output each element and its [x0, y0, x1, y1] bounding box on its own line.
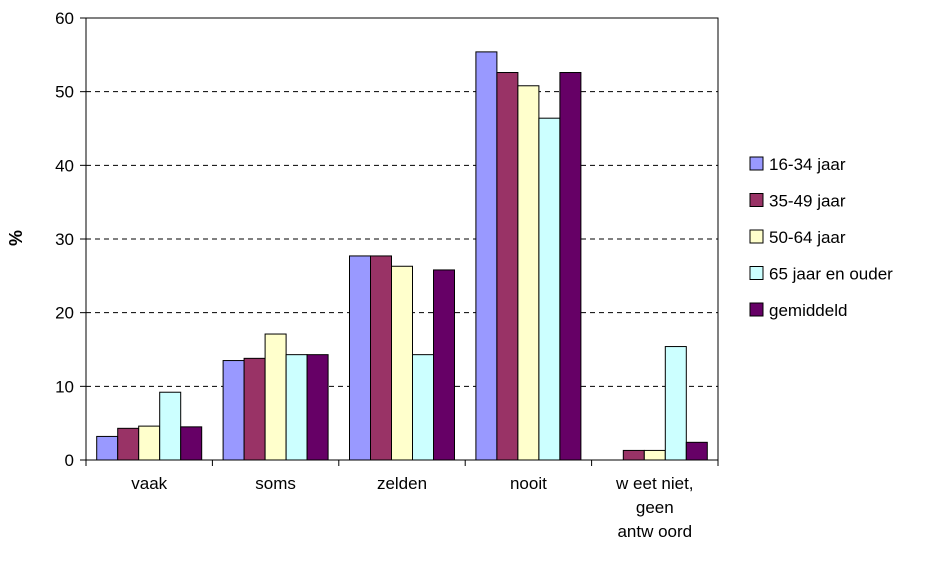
legend-swatch [749, 229, 764, 244]
x-tick-label: zelden [377, 474, 427, 493]
bar [496, 72, 519, 461]
bar [96, 435, 119, 461]
bar [433, 269, 455, 461]
y-tick-label: 10 [55, 377, 74, 396]
y-tick-label: 30 [55, 230, 74, 249]
bar [159, 391, 182, 461]
y-tick-label: 20 [55, 304, 74, 323]
y-tick-label: 40 [55, 156, 74, 175]
legend-swatch [749, 193, 764, 207]
x-tick-label: antw oord [617, 522, 692, 541]
legend-label: 35-49 jaar [769, 192, 846, 211]
legend: 16-34 jaar 35-49 jaar 50-64 jaar 65 jaar en… [749, 155, 893, 320]
y-tick-label: 0 [65, 451, 74, 470]
bar [643, 449, 666, 461]
legend-label: 50-64 jaar [769, 228, 846, 247]
legend-label: 16-34 jaar [769, 155, 846, 174]
x-tick-labels: vaak soms zelden nooit w eet niet, geen antw o… [131, 474, 693, 541]
bar [538, 117, 561, 461]
bar [412, 354, 434, 461]
plot-frame [85, 17, 719, 461]
x-tick-label: geen [636, 498, 674, 517]
bar [138, 425, 161, 461]
legend-label: 65 jaar en ouder [769, 265, 893, 284]
bar [685, 441, 708, 461]
bars [96, 51, 708, 461]
bar [349, 255, 371, 461]
axes [80, 17, 719, 466]
bar [264, 333, 287, 461]
bar [306, 354, 329, 461]
legend-label: gemiddeld [769, 301, 847, 320]
x-tick-label: vaak [131, 474, 167, 493]
bar [285, 354, 308, 461]
bar [391, 265, 413, 461]
bar [622, 449, 645, 461]
bar [517, 85, 540, 461]
bar [222, 360, 245, 461]
bar [180, 426, 203, 461]
bar [559, 72, 582, 461]
bar [243, 357, 266, 461]
x-tick-label: w eet niet, [615, 474, 694, 493]
x-tick-label: soms [255, 474, 296, 493]
bar [664, 346, 687, 461]
legend-swatch [749, 156, 764, 171]
bar [370, 255, 392, 461]
y-tick-labels: 0 10 20 30 40 50 60 [55, 9, 74, 470]
y-axis-label: % [6, 230, 26, 246]
bar [117, 427, 140, 461]
y-tick-label: 60 [55, 9, 74, 28]
legend-swatch [749, 302, 764, 317]
x-tick-label: nooit [510, 474, 547, 493]
y-tick-label: 50 [55, 83, 74, 102]
bar [475, 51, 498, 461]
legend-swatch [749, 266, 764, 280]
